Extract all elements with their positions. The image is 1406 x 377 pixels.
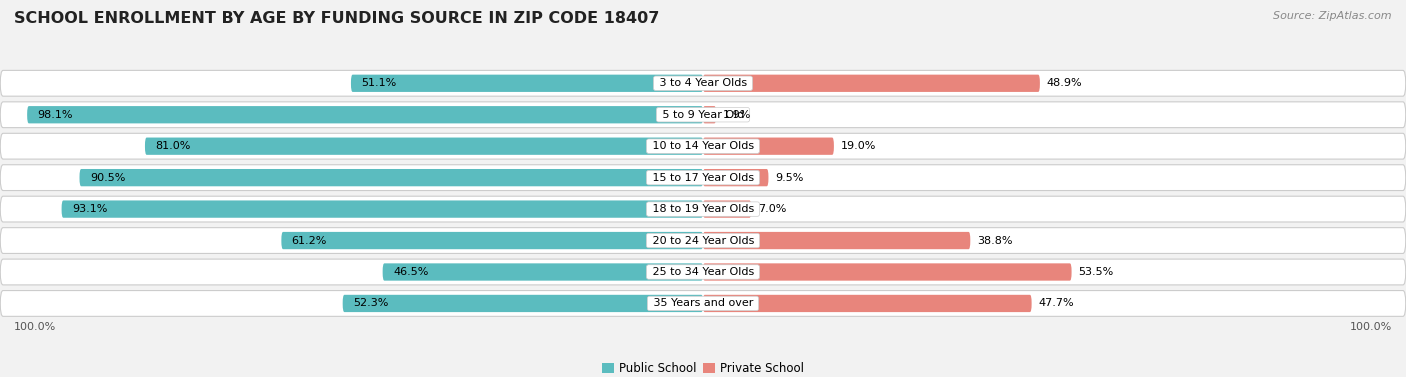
Text: 3 to 4 Year Olds: 3 to 4 Year Olds xyxy=(655,78,751,88)
FancyBboxPatch shape xyxy=(27,106,703,123)
Text: 5 to 9 Year Old: 5 to 9 Year Old xyxy=(658,110,748,120)
Text: 46.5%: 46.5% xyxy=(392,267,429,277)
Text: 19.0%: 19.0% xyxy=(841,141,876,151)
Text: Source: ZipAtlas.com: Source: ZipAtlas.com xyxy=(1274,11,1392,21)
Text: 98.1%: 98.1% xyxy=(38,110,73,120)
Text: 100.0%: 100.0% xyxy=(14,322,56,332)
Text: 10 to 14 Year Olds: 10 to 14 Year Olds xyxy=(648,141,758,151)
Text: 20 to 24 Year Olds: 20 to 24 Year Olds xyxy=(648,236,758,245)
Text: 7.0%: 7.0% xyxy=(758,204,786,214)
FancyBboxPatch shape xyxy=(703,138,834,155)
FancyBboxPatch shape xyxy=(0,196,1406,222)
FancyBboxPatch shape xyxy=(0,259,1406,285)
FancyBboxPatch shape xyxy=(703,201,751,218)
FancyBboxPatch shape xyxy=(0,291,1406,316)
Text: 48.9%: 48.9% xyxy=(1047,78,1083,88)
Text: 9.5%: 9.5% xyxy=(775,173,804,182)
FancyBboxPatch shape xyxy=(0,70,1406,96)
FancyBboxPatch shape xyxy=(703,264,1071,280)
Text: 38.8%: 38.8% xyxy=(977,236,1012,245)
FancyBboxPatch shape xyxy=(0,102,1406,128)
FancyBboxPatch shape xyxy=(703,75,1040,92)
FancyBboxPatch shape xyxy=(0,133,1406,159)
Text: 51.1%: 51.1% xyxy=(361,78,396,88)
FancyBboxPatch shape xyxy=(703,106,716,123)
Text: 90.5%: 90.5% xyxy=(90,173,125,182)
Text: 47.7%: 47.7% xyxy=(1039,299,1074,308)
FancyBboxPatch shape xyxy=(703,169,769,186)
Text: 61.2%: 61.2% xyxy=(291,236,328,245)
Text: SCHOOL ENROLLMENT BY AGE BY FUNDING SOURCE IN ZIP CODE 18407: SCHOOL ENROLLMENT BY AGE BY FUNDING SOUR… xyxy=(14,11,659,26)
FancyBboxPatch shape xyxy=(703,295,1032,312)
FancyBboxPatch shape xyxy=(703,232,970,249)
Text: 81.0%: 81.0% xyxy=(155,141,191,151)
FancyBboxPatch shape xyxy=(0,165,1406,190)
Text: 18 to 19 Year Olds: 18 to 19 Year Olds xyxy=(648,204,758,214)
FancyBboxPatch shape xyxy=(382,264,703,280)
FancyBboxPatch shape xyxy=(343,295,703,312)
Text: 15 to 17 Year Olds: 15 to 17 Year Olds xyxy=(648,173,758,182)
FancyBboxPatch shape xyxy=(352,75,703,92)
FancyBboxPatch shape xyxy=(0,228,1406,253)
Text: 25 to 34 Year Olds: 25 to 34 Year Olds xyxy=(648,267,758,277)
FancyBboxPatch shape xyxy=(80,169,703,186)
FancyBboxPatch shape xyxy=(62,201,703,218)
FancyBboxPatch shape xyxy=(281,232,703,249)
Legend: Public School, Private School: Public School, Private School xyxy=(602,362,804,375)
FancyBboxPatch shape xyxy=(145,138,703,155)
Text: 52.3%: 52.3% xyxy=(353,299,388,308)
Text: 35 Years and over: 35 Years and over xyxy=(650,299,756,308)
Text: 53.5%: 53.5% xyxy=(1078,267,1114,277)
Text: 93.1%: 93.1% xyxy=(72,204,107,214)
Text: 1.9%: 1.9% xyxy=(723,110,751,120)
Text: 100.0%: 100.0% xyxy=(1350,322,1392,332)
